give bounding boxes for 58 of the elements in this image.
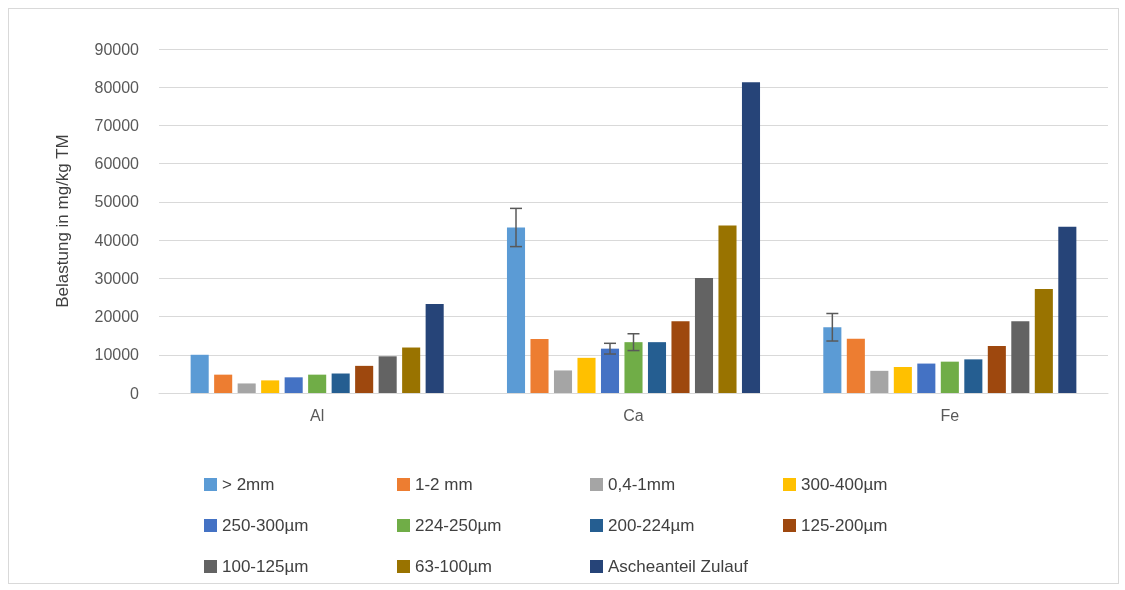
y-tick-label: 10000 [94,346,140,364]
bar [402,347,421,393]
legend-label: 300-400µm [801,475,888,494]
y-tick-label: 40000 [94,231,140,249]
bar [261,380,280,393]
y-axis-title: Belastung in mg/kg TM [53,134,72,308]
bar [624,342,643,393]
x-tick-label: Fe [940,406,960,424]
bar [284,377,303,393]
bar [823,327,842,393]
legend-label: 250-300µm [222,516,309,535]
bar [671,321,690,393]
bar [214,374,233,393]
legend-label: 1-2 mm [415,475,473,494]
x-tick-label: Al [310,406,325,424]
y-tick-label: 70000 [94,116,140,134]
bar [553,370,573,393]
bar [718,225,737,393]
bar [190,354,209,393]
bar [308,374,327,393]
y-tick-label: 80000 [94,78,140,96]
bar [378,356,397,393]
legend-label: 224-250µm [415,516,502,535]
bar [917,363,936,393]
legend-label: 0,4-1mm [608,475,676,494]
y-tick-label: 20000 [94,308,140,326]
bar [741,82,761,393]
y-tick-label: 0 [130,384,140,402]
bar [987,345,1006,393]
bar [893,367,912,393]
bar [940,361,959,393]
legend-label: Ascheanteil Zulauf [608,557,749,576]
legend-label: 200-224µm [608,516,695,535]
legend-label: 100-125µm [222,557,309,576]
bar [647,342,667,393]
bar [964,359,983,393]
bar [425,303,444,393]
bar [1058,226,1077,393]
y-tick-label: 60000 [94,155,140,173]
bar [1034,289,1053,393]
bar [577,357,596,393]
bar [506,227,526,393]
y-tick-label: 50000 [94,193,140,211]
bar [331,373,350,393]
bar [870,370,889,393]
bar [600,348,620,393]
bar [1011,321,1030,393]
x-tick-label: Ca [623,406,644,424]
y-tick-label: 90000 [94,40,140,58]
legend-label: > 2mm [222,475,275,494]
bar [355,365,374,393]
bar [694,277,714,393]
legend-label: 125-200µm [801,516,888,535]
bar [237,383,256,393]
bar [530,339,549,393]
legend-label: 63-100µm [415,557,492,576]
y-tick-label: 30000 [94,269,140,287]
bar [846,338,865,393]
